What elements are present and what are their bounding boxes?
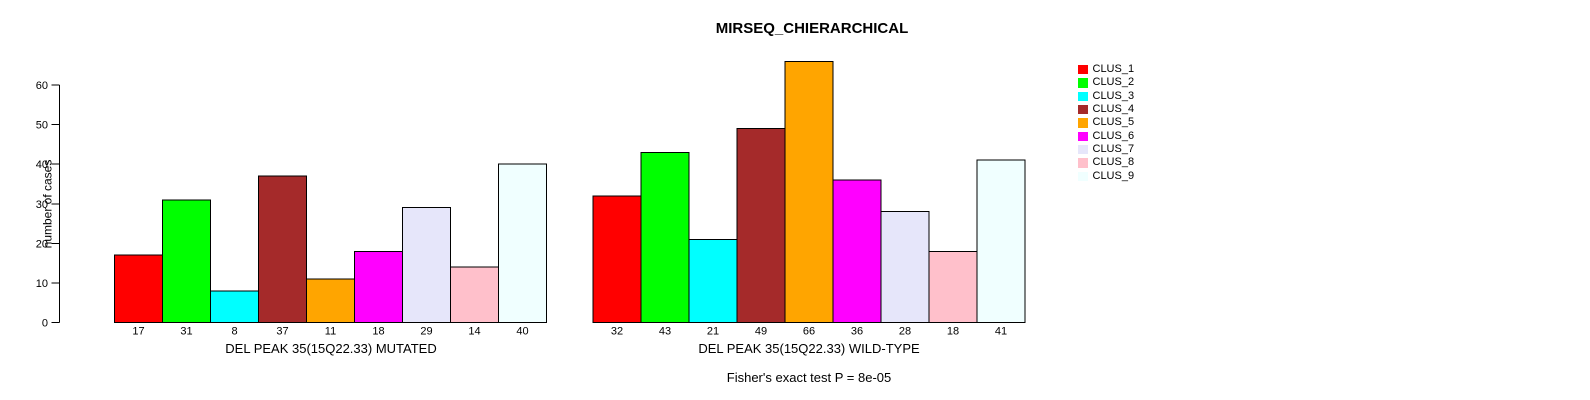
y-tick-label: 10	[36, 278, 48, 290]
legend-label: CLUS_4	[1092, 103, 1135, 116]
legend: CLUS_1 CLUS_2 CLUS_3 CLUS_4 CLUS_5 CLUS_6 CLUS…	[1078, 63, 1134, 183]
legend-item: CLUS_3	[1078, 90, 1134, 103]
bar-value-label: 37	[276, 326, 288, 338]
bar-value-label: 17	[132, 326, 144, 338]
bar	[354, 250, 403, 323]
legend-swatch	[1078, 78, 1088, 88]
y-tick-label: 60	[36, 80, 48, 92]
legend-label: CLUS_7	[1092, 143, 1135, 156]
bar-value-label: 41	[995, 326, 1007, 338]
y-tick-label: 20	[36, 238, 48, 250]
y-tick-label: 40	[36, 159, 48, 171]
bar	[162, 199, 211, 324]
legend-label: CLUS_8	[1092, 156, 1135, 169]
legend-swatch	[1078, 91, 1088, 102]
bar	[498, 163, 547, 323]
y-tick-label: 30	[36, 199, 48, 211]
legend-label: CLUS_5	[1092, 116, 1135, 129]
bar-value-label: 14	[468, 326, 480, 338]
legend-label: CLUS_6	[1092, 129, 1135, 142]
bar	[784, 60, 834, 323]
chart-title: MIRSEQ_CHIERARCHICAL	[715, 20, 909, 37]
legend-item: CLUS_4	[1078, 103, 1134, 116]
legend-item: CLUS_6	[1078, 130, 1134, 143]
bar	[640, 151, 690, 323]
bar-value-label: 18	[947, 326, 959, 338]
bar	[114, 254, 163, 323]
fisher-test-footnote: Fisher's exact test P = 8e-05	[726, 370, 892, 385]
bar-value-label: 18	[372, 326, 384, 338]
legend-item: CLUS_2	[1078, 76, 1134, 89]
bar-value-label: 21	[707, 326, 719, 338]
bar	[976, 159, 1026, 323]
legend-item: CLUS_1	[1078, 63, 1134, 76]
bar	[258, 175, 307, 323]
bar	[928, 250, 978, 323]
bar-value-label: 40	[516, 326, 528, 338]
legend-swatch	[1078, 64, 1088, 75]
legend-swatch	[1078, 131, 1088, 142]
bar	[592, 195, 642, 323]
bar-value-label: 31	[180, 326, 192, 338]
bar-value-label: 28	[899, 326, 911, 338]
bar-value-label: 43	[659, 326, 671, 338]
bar-value-label: 29	[420, 326, 432, 338]
x-axis-label-mutated: DEL PEAK 35(15Q22.33) MUTATED	[225, 341, 437, 356]
legend-swatch	[1078, 158, 1088, 168]
x-axis-label-wild-type: DEL PEAK 35(15Q22.33) WILD-TYPE	[698, 341, 920, 356]
legend-label: CLUS_1	[1092, 63, 1135, 76]
bar-value-label: 66	[803, 326, 815, 338]
legend-item: CLUS_7	[1078, 143, 1134, 156]
legend-label: CLUS_2	[1092, 76, 1135, 89]
bar-value-label: 8	[231, 326, 237, 338]
legend-swatch	[1078, 171, 1088, 182]
bar-value-label: 11	[325, 326, 336, 338]
bar-value-label: 49	[755, 326, 767, 338]
bar	[402, 207, 451, 323]
bar	[688, 238, 738, 323]
legend-label: CLUS_9	[1092, 169, 1135, 182]
legend-label: CLUS_3	[1092, 89, 1135, 102]
bar	[880, 211, 930, 324]
y-tick-label: 50	[36, 120, 48, 132]
bar-value-label: 36	[851, 326, 863, 338]
bar	[736, 128, 786, 323]
legend-item: CLUS_9	[1078, 170, 1134, 183]
bar-value-label: 32	[611, 326, 623, 338]
legend-item: CLUS_5	[1078, 116, 1134, 129]
legend-swatch	[1078, 118, 1088, 128]
y-tick-label: 0	[42, 318, 48, 330]
bar	[210, 290, 259, 324]
legend-item: CLUS_8	[1078, 156, 1134, 169]
legend-swatch	[1078, 104, 1088, 115]
bar	[450, 266, 499, 324]
bar	[306, 278, 355, 324]
legend-swatch	[1078, 144, 1088, 155]
bar	[832, 179, 882, 323]
